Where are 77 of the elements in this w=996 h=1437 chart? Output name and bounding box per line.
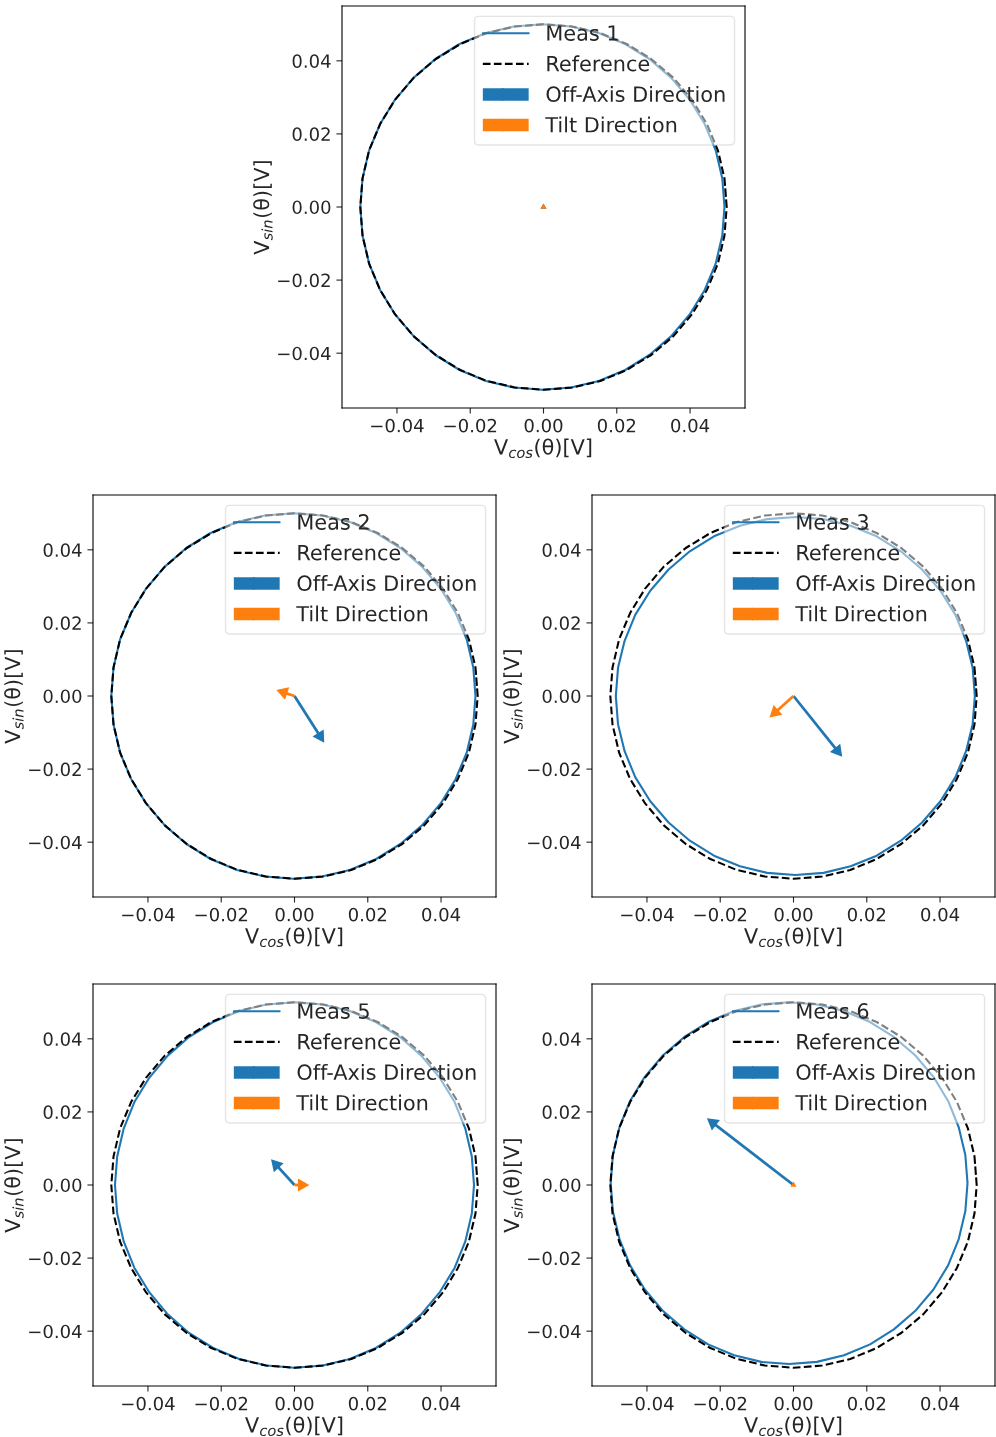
x-tick-label: −0.04: [122, 907, 175, 922]
y-tick-label: −0.04: [528, 1324, 581, 1339]
y-axis-title: V$_{sin}$(θ)[V]: [253, 161, 273, 255]
legend-label: Off-Axis Direction: [546, 85, 725, 103]
y-tick-label: 0.04: [542, 543, 581, 557]
x-tick-label: 0.02: [847, 907, 886, 922]
x-axis-title: V$_{cos}$(θ)[V]: [245, 927, 343, 948]
y-tick-label: −0.04: [278, 346, 331, 361]
x-tick-label: −0.04: [621, 1396, 674, 1411]
y-tick-label: −0.04: [528, 835, 581, 850]
legend-label: Off-Axis Direction: [796, 574, 975, 592]
y-axis-title: V$_{sin}$(θ)[V]: [4, 1139, 24, 1233]
y-tick-label: −0.02: [278, 273, 330, 288]
x-tick-label: −0.04: [621, 907, 674, 922]
legend-label: Off-Axis Direction: [297, 574, 476, 592]
x-tick-label: 0.04: [921, 1396, 960, 1411]
legend-label: Tilt Direction: [795, 605, 927, 622]
y-tick-label: 0.04: [43, 543, 82, 557]
x-tick-label: 0.02: [597, 418, 636, 433]
y-tick-label: −0.02: [29, 762, 81, 777]
x-axis-title: V$_{cos}$(θ)[V]: [744, 1416, 842, 1437]
y-tick-label: 0.04: [292, 54, 331, 68]
x-tick-label: −0.02: [195, 907, 248, 922]
x-axis-title: V$_{cos}$(θ)[V]: [494, 438, 592, 459]
legend-label: Tilt Direction: [545, 116, 677, 133]
legend-label: Tilt Direction: [296, 605, 428, 622]
legend-label: Tilt Direction: [795, 1094, 927, 1111]
y-axis-title: V$_{sin}$(θ)[V]: [503, 1139, 523, 1233]
legend-label: Off-Axis Direction: [297, 1063, 476, 1081]
y-tick-label: 0.00: [292, 200, 331, 215]
x-tick-label: −0.02: [195, 1396, 248, 1411]
x-tick-label: −0.02: [694, 1396, 747, 1411]
x-tick-label: 0.00: [774, 1396, 813, 1411]
legend-label: Tilt Direction: [296, 1094, 428, 1111]
legend-label: Reference: [797, 1033, 900, 1050]
legend-label: Meas 2: [298, 514, 369, 530]
legend-label: Meas 6: [797, 1003, 869, 1019]
y-axis-title: V$_{sin}$(θ)[V]: [503, 650, 523, 744]
y-tick-label: 0.00: [43, 1178, 82, 1193]
x-tick-label: −0.04: [371, 418, 424, 433]
x-tick-label: 0.02: [348, 907, 387, 922]
legend-label: Meas 5: [298, 1003, 369, 1019]
y-tick-label: −0.02: [29, 1251, 81, 1266]
legend-label: Reference: [547, 55, 650, 72]
y-tick-label: 0.02: [542, 1105, 580, 1120]
legend-label: Meas 3: [797, 514, 868, 530]
x-tick-label: 0.04: [921, 907, 960, 922]
y-tick-label: 0.02: [542, 616, 580, 631]
x-tick-label: −0.04: [122, 1396, 175, 1411]
x-tick-label: −0.02: [694, 907, 747, 922]
legend-label: Off-Axis Direction: [796, 1063, 975, 1081]
x-tick-label: 0.00: [774, 907, 813, 922]
legend-label: Reference: [797, 544, 900, 561]
y-tick-label: −0.04: [29, 1324, 82, 1339]
x-tick-label: 0.02: [348, 1396, 387, 1411]
y-tick-label: 0.04: [43, 1032, 82, 1046]
y-tick-label: 0.04: [542, 1032, 581, 1046]
y-axis-title: V$_{sin}$(θ)[V]: [4, 650, 24, 744]
legend-label: Reference: [298, 1033, 401, 1050]
y-tick-label: −0.02: [528, 762, 580, 777]
y-tick-label: 0.02: [43, 616, 81, 631]
y-tick-label: 0.02: [292, 127, 330, 142]
x-axis-title: V$_{cos}$(θ)[V]: [245, 1416, 343, 1437]
x-tick-label: −0.02: [444, 418, 497, 433]
x-tick-label: 0.04: [671, 418, 710, 433]
y-tick-label: −0.02: [528, 1251, 580, 1266]
x-tick-label: 0.04: [422, 907, 461, 922]
legend-label: Meas 1: [547, 25, 618, 41]
y-tick-label: 0.00: [542, 689, 581, 704]
legend-label: Reference: [298, 544, 401, 561]
x-tick-label: 0.04: [422, 1396, 461, 1411]
y-tick-label: 0.00: [542, 1178, 581, 1193]
x-axis-title: V$_{cos}$(θ)[V]: [744, 927, 842, 948]
x-tick-label: 0.02: [847, 1396, 886, 1411]
y-tick-label: 0.00: [43, 689, 82, 704]
y-tick-label: 0.02: [43, 1105, 81, 1120]
y-tick-label: −0.04: [29, 835, 82, 850]
